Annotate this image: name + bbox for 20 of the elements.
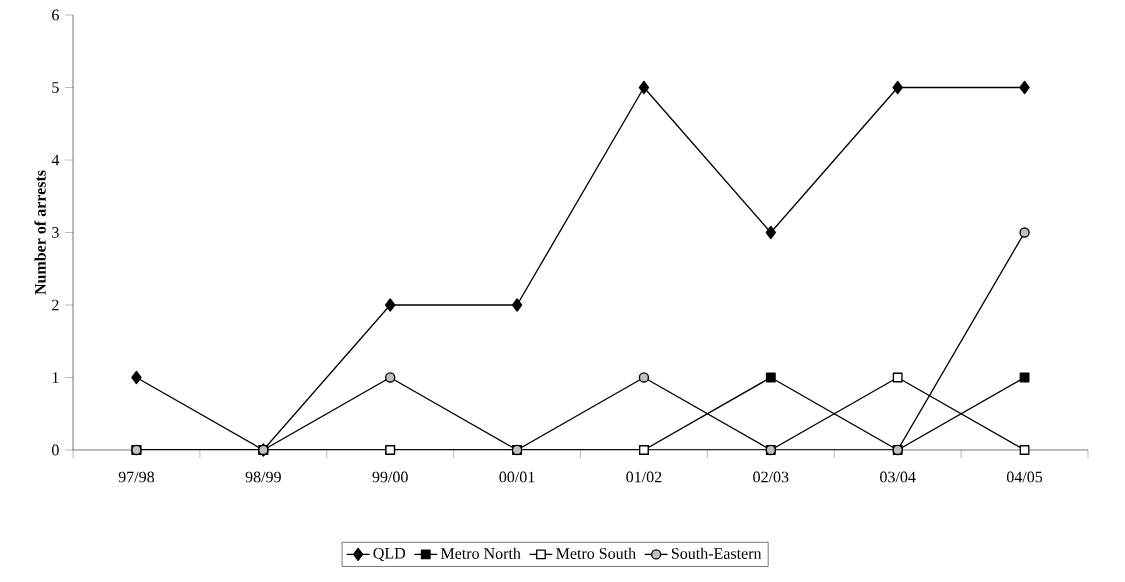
legend-label: Metro North: [440, 547, 521, 559]
legend-label: QLD: [373, 547, 406, 562]
x-tick-label: 00/01: [499, 471, 535, 483]
y-tick-label: 5: [52, 82, 59, 93]
y-tick-label: 6: [52, 9, 59, 21]
y-tick-label: 4: [51, 154, 60, 166]
x-tick-label: 99/00: [372, 471, 408, 483]
x-tick-label: 03/04: [880, 471, 916, 483]
y-axis-title: Number of arrests: [34, 170, 46, 295]
y-tick-label: 1: [52, 372, 59, 383]
x-tick-label: 02/03: [753, 471, 789, 483]
x-tick-label: 97/98: [118, 471, 155, 483]
y-tick-label: 3: [52, 227, 59, 238]
x-tick-label: 01/02: [626, 471, 662, 483]
y-tick-label: 2: [52, 299, 59, 311]
x-tick-label: 98/99: [245, 471, 281, 483]
legend-label: Metro South: [556, 547, 636, 559]
x-tick-label: 04/05: [1006, 471, 1043, 483]
y-tick-label: 0: [52, 444, 59, 456]
legend-label: South-Eastern: [671, 547, 762, 559]
